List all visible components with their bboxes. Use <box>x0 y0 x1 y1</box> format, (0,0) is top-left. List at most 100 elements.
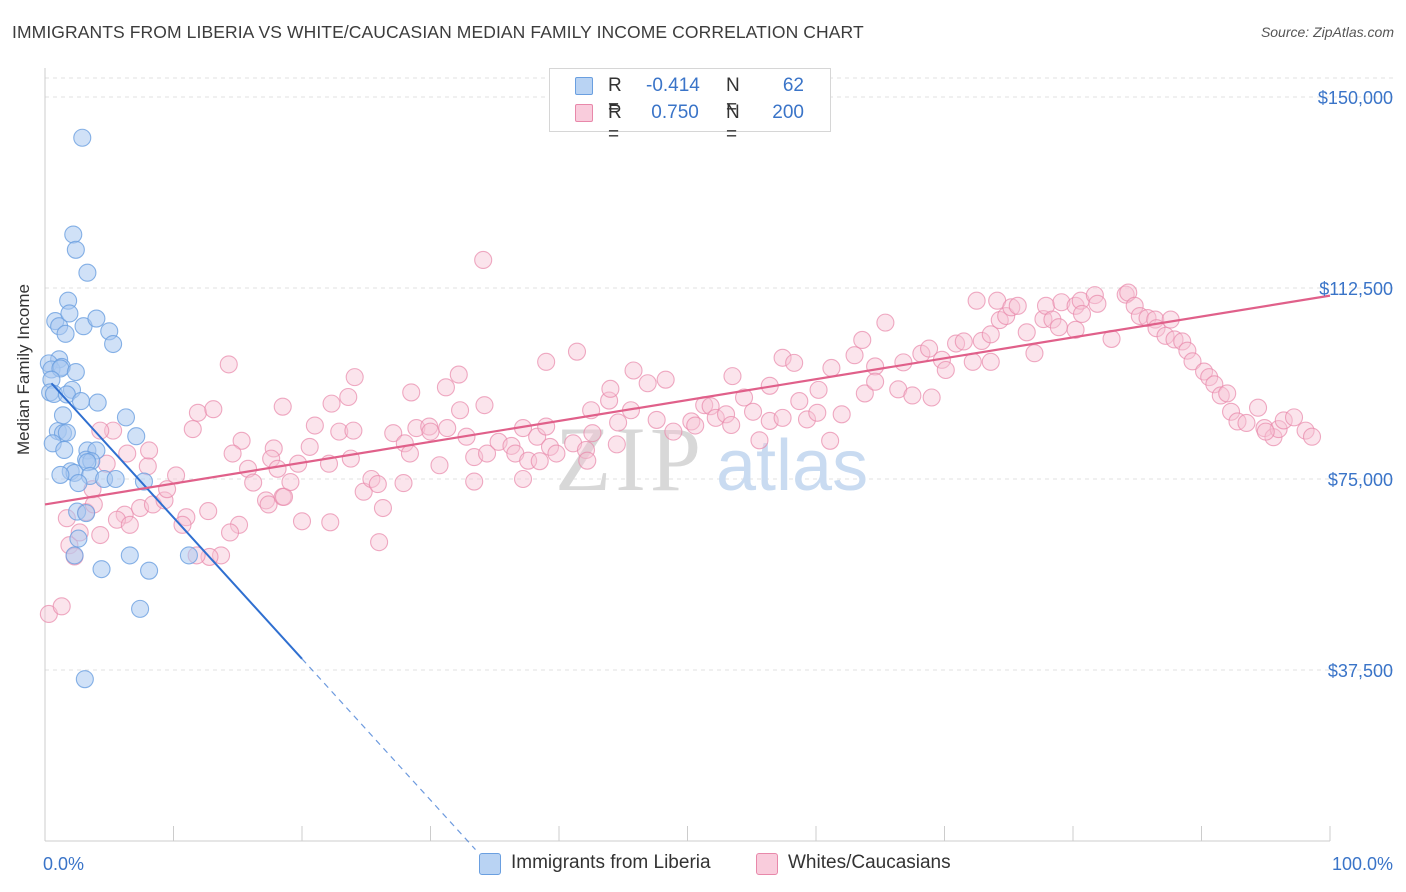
legend-swatch-white <box>756 853 778 875</box>
data-point-white <box>967 291 986 310</box>
data-point-white <box>638 374 657 393</box>
n-label: N = <box>726 102 740 145</box>
data-point-white <box>1178 341 1197 360</box>
data-point-liberia <box>140 561 159 580</box>
data-point-white <box>513 469 533 489</box>
data-point-liberia <box>55 440 74 460</box>
data-point-liberia <box>51 465 70 484</box>
data-point-liberia <box>75 670 94 689</box>
data-point-white <box>292 512 312 531</box>
data-point-white <box>451 401 470 420</box>
data-point-white <box>903 386 922 405</box>
data-point-liberia <box>87 309 106 328</box>
data-point-white <box>438 419 457 438</box>
data-point-white <box>244 473 263 492</box>
data-point-white <box>1222 402 1241 421</box>
data-point-white <box>188 403 207 422</box>
data-point-white <box>1218 384 1237 403</box>
data-point-white <box>773 348 792 367</box>
data-point-white <box>204 400 223 419</box>
data-point-white <box>91 525 110 545</box>
data-point-white <box>894 353 913 372</box>
data-point-white <box>199 502 218 521</box>
y-tick-label: $150,000 <box>1318 88 1393 108</box>
data-point-liberia <box>66 240 85 259</box>
data-point-white <box>1025 344 1044 363</box>
data-point-white <box>370 533 389 552</box>
data-point-white <box>773 408 792 427</box>
data-point-liberia <box>56 324 75 343</box>
data-point-white <box>384 424 403 443</box>
data-point-white <box>583 424 602 443</box>
data-point-liberia <box>134 472 153 491</box>
data-point-white <box>1237 413 1256 433</box>
data-point-white <box>972 331 991 351</box>
data-point-white <box>465 472 484 491</box>
data-point-white <box>797 410 817 429</box>
data-point-white <box>1049 318 1068 337</box>
data-point-white <box>722 415 741 435</box>
data-point-white <box>436 378 455 397</box>
legend-label-liberia: Immigrants from Liberia <box>511 852 711 873</box>
trend-line-white <box>44 294 1331 506</box>
data-point-white <box>822 358 841 378</box>
data-point-white <box>997 306 1016 326</box>
data-point-white <box>537 352 556 371</box>
data-point-white <box>1125 296 1144 315</box>
data-point-liberia <box>69 529 88 548</box>
r-value: -0.414 <box>646 75 700 96</box>
trend-lines <box>44 294 1331 850</box>
data-point-white <box>567 342 587 361</box>
data-point-white <box>540 437 560 456</box>
data-point-white <box>173 515 192 534</box>
data-point-white <box>52 597 71 616</box>
legend-swatch-liberia <box>575 77 593 95</box>
data-point-white <box>1302 427 1322 446</box>
y-axis-label: Median Family Income <box>14 283 33 455</box>
legend-label-white: Whites/Caucasians <box>788 852 951 873</box>
data-point-white <box>832 405 851 424</box>
data-point-white <box>368 475 387 494</box>
data-point-white <box>1228 412 1247 431</box>
source-attribution: Source: ZipAtlas.com <box>1260 24 1394 40</box>
data-point-white <box>528 427 547 446</box>
legend-swatch-white <box>575 104 593 122</box>
data-point-white <box>936 360 955 380</box>
y-tick-label: $75,000 <box>1328 470 1393 490</box>
data-point-white <box>1002 298 1021 317</box>
data-point-white <box>321 513 340 532</box>
data-point-white <box>1066 320 1085 339</box>
data-point-white <box>701 397 720 416</box>
data-point-white <box>1138 309 1157 328</box>
data-point-liberia <box>127 427 146 446</box>
data-point-white <box>1256 422 1275 441</box>
data-point-white <box>339 387 358 407</box>
x-tick-label: 100.0% <box>1332 854 1393 874</box>
data-point-liberia <box>106 469 125 489</box>
data-point-white <box>866 372 885 391</box>
data-point-white <box>624 361 643 380</box>
data-point-white <box>706 408 725 427</box>
data-point-liberia <box>116 408 136 427</box>
data-point-white <box>305 416 324 435</box>
data-point-white <box>474 250 493 270</box>
data-point-white <box>845 346 864 365</box>
data-point-liberia <box>179 546 198 565</box>
data-point-white <box>1183 352 1202 371</box>
data-point-white <box>734 388 754 407</box>
correlation-legend: R = -0.414 N = 62 R = 0.750 N = 200 <box>549 68 831 145</box>
tick-labels: $150,000 $112,500 $75,000 $37,500 0.0% 100.0% <box>43 88 1393 874</box>
trend-line-liberia <box>50 382 303 660</box>
data-point-white <box>750 431 769 450</box>
data-point-white <box>373 498 393 518</box>
data-point-white <box>345 368 364 387</box>
watermark-atlas: atlas <box>716 426 868 506</box>
data-point-white <box>400 444 419 463</box>
data-point-white <box>140 441 159 460</box>
data-point-white <box>259 495 278 514</box>
data-point-white <box>809 380 828 399</box>
data-point-white <box>743 402 763 421</box>
data-point-white <box>232 431 251 450</box>
white-caucasian-points <box>39 250 1322 624</box>
data-point-white <box>300 437 319 456</box>
